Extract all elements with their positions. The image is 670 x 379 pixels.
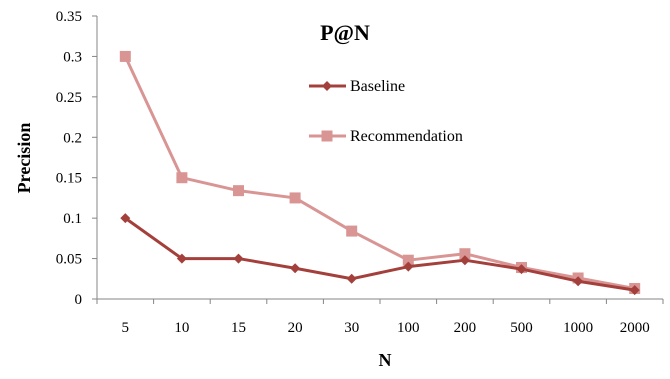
legend-label: Recommendation bbox=[350, 128, 463, 145]
data-point bbox=[573, 276, 584, 287]
chart-title: P@N bbox=[320, 20, 370, 45]
x-tick-label: 1000 bbox=[563, 320, 593, 336]
data-point bbox=[346, 225, 358, 237]
y-tick-label: 0 bbox=[75, 292, 83, 308]
data-point bbox=[346, 273, 357, 284]
y-tick-label: 0.05 bbox=[56, 252, 82, 268]
data-point bbox=[459, 248, 471, 260]
x-tick-label: 200 bbox=[454, 320, 477, 336]
series-line bbox=[123, 55, 635, 290]
series-baseline bbox=[120, 213, 640, 296]
data-point bbox=[119, 50, 131, 62]
x-tick-label: 100 bbox=[397, 320, 420, 336]
legend-marker bbox=[321, 130, 333, 142]
data-point bbox=[233, 253, 244, 264]
legend-entry: Recommendation bbox=[309, 128, 463, 145]
x-tick-label: 10 bbox=[174, 320, 189, 336]
legend-entry: Baseline bbox=[309, 78, 405, 95]
series-line bbox=[124, 216, 635, 292]
data-point bbox=[176, 172, 188, 184]
data-point bbox=[403, 261, 414, 272]
data-point bbox=[233, 185, 244, 197]
y-tick-label: 0.2 bbox=[63, 130, 82, 146]
x-tick-label: 15 bbox=[231, 320, 246, 336]
data-point bbox=[120, 213, 131, 224]
data-point bbox=[402, 254, 414, 266]
data-point bbox=[289, 192, 301, 204]
legend-label: Baseline bbox=[350, 78, 405, 95]
y-tick-label: 0.25 bbox=[56, 90, 82, 106]
x-tick-label: 30 bbox=[344, 320, 359, 336]
data-point bbox=[629, 285, 640, 296]
data-point bbox=[516, 264, 527, 275]
x-tick-label: 5 bbox=[122, 320, 130, 336]
legend-marker bbox=[322, 81, 332, 91]
data-point bbox=[176, 253, 187, 264]
x-tick-label: 500 bbox=[510, 320, 533, 336]
data-point bbox=[290, 263, 301, 274]
y-tick-label: 0.1 bbox=[63, 211, 82, 227]
y-tick-label: 0.3 bbox=[63, 49, 82, 65]
x-tick-label: 20 bbox=[288, 320, 303, 336]
data-point bbox=[459, 255, 470, 266]
x-axis-title: N bbox=[379, 350, 392, 370]
y-tick-label: 0.35 bbox=[56, 9, 82, 25]
y-tick-label: 0.15 bbox=[56, 171, 82, 187]
x-tick-label: 2000 bbox=[620, 320, 650, 336]
y-axis-title: Precision bbox=[14, 123, 34, 194]
